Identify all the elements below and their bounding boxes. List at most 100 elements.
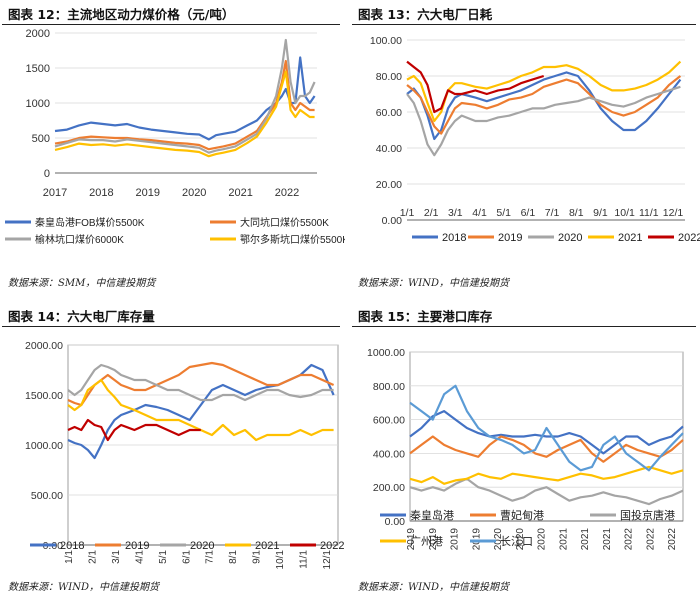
legend-label: 大同坑口煤价5500K: [240, 216, 329, 229]
legend-label: 广州港: [410, 535, 443, 548]
source-note: 数据来源：WIND，中信建投期货: [358, 582, 509, 593]
series-line: [54, 70, 315, 158]
series-line: [406, 60, 682, 123]
title-divider: [352, 326, 696, 327]
y-tick-label: 200.00: [373, 482, 405, 494]
y-tick-label: 1500.00: [25, 390, 63, 402]
y-tick-label: 0.00: [382, 215, 403, 227]
y-tick-label: 600.00: [373, 415, 405, 427]
x-tick-label: 9/1: [593, 207, 608, 219]
chart-title: 图表 12：主流地区动力煤价格（元/吨）: [8, 7, 235, 22]
x-tick-label: 2020: [182, 187, 206, 199]
x-tick-label: 2/1: [87, 550, 98, 564]
legend-label: 秦皇岛港: [410, 508, 454, 522]
x-tick-label: 2021: [228, 187, 252, 199]
series-line: [406, 85, 681, 157]
x-tick-label: 4/1: [472, 207, 487, 219]
legend-label: 鄂尔多斯坑口煤价5500K: [240, 233, 345, 246]
x-tick-label: 2021: [580, 528, 591, 551]
x-tick-label: 8/1: [228, 550, 239, 564]
chart-svg: 0.00 200.00 400.00 600.00 800.00 1000.00 2019 2…: [367, 347, 684, 551]
x-tick-label: 2022: [645, 528, 656, 551]
x-tick-label: 2021: [558, 528, 569, 551]
chart-panel-15: 图表 15：主要港口库存 0.00 200.00 400.00 600.00 800.0…: [350, 302, 700, 602]
chart-title: 图表 13：六大电厂日耗: [358, 7, 493, 22]
legend-label: 2019: [498, 232, 522, 244]
legend-label: 2018: [442, 232, 466, 244]
series-line: [409, 465, 684, 485]
x-tick-label: 2020: [537, 528, 548, 551]
series-line: [54, 38, 316, 154]
x-tick-label: 1/1: [400, 207, 415, 219]
x-tick-label: 1/1: [64, 550, 75, 564]
x-tick-label: 2017: [43, 187, 67, 199]
y-tick-label: 2000: [26, 28, 50, 40]
x-tick-label: 11/1: [639, 207, 659, 219]
x-tick-label: 3/1: [111, 550, 122, 564]
series-line: [406, 60, 545, 114]
x-tick-label: 6/1: [521, 207, 536, 219]
x-tick-label: 8/1: [569, 207, 584, 219]
source-note: 数据来源：SMM，中信建投期货: [8, 278, 156, 289]
legend-label: 2022: [320, 540, 344, 552]
x-tick-label: 2/1: [424, 207, 439, 219]
series-line: [54, 59, 315, 151]
series-line: [409, 477, 684, 506]
x-tick-label: 2019: [450, 528, 461, 551]
x-tick-label: 2020: [515, 528, 526, 551]
chart-svg: 0.00 20.00 40.00 60.00 80.00 100.00 1/1 2/1 3/1 4…: [370, 35, 700, 244]
x-tick-label: 10/1: [614, 207, 635, 219]
title-divider: [2, 326, 340, 327]
legend-label: 曹妃甸港: [500, 508, 544, 522]
y-tick-label: 0.00: [385, 516, 406, 528]
x-tick-label: 2019: [136, 187, 160, 199]
y-tick-label: 400.00: [373, 448, 405, 460]
legend-label: 长江口: [500, 535, 533, 548]
x-tick-label: 2022: [667, 528, 678, 551]
legend-label: 2018: [60, 540, 84, 552]
legend-label: 2021: [618, 232, 642, 244]
x-tick-label: 5/1: [158, 550, 169, 564]
series-line: [67, 363, 334, 402]
x-tick-label: 7/1: [545, 207, 560, 219]
y-tick-label: 500.00: [31, 490, 63, 502]
series-line: [67, 418, 201, 442]
x-tick-label: 2019: [406, 528, 417, 551]
x-tick-label: 12/1: [663, 207, 684, 219]
chart-title: 图表 14：六大电厂库存量: [8, 309, 155, 324]
chart-title: 图表 15：主要港口库存: [358, 309, 493, 324]
y-tick-label: 1000: [26, 98, 50, 110]
series-line: [409, 410, 684, 455]
source-note: 数据来源：WIND，中信建投期货: [8, 582, 159, 593]
series-line: [409, 435, 684, 463]
series-line: [406, 71, 682, 141]
source-note: 数据来源：WIND，中信建投期货: [358, 278, 509, 289]
y-tick-label: 2000.00: [25, 340, 63, 352]
x-tick-label: 11/1: [299, 550, 310, 569]
x-tick-label: 2021: [602, 528, 613, 551]
legend-label: 2022: [678, 232, 700, 244]
y-tick-label: 20.00: [376, 179, 402, 191]
x-tick-label: 2019: [428, 528, 439, 551]
y-tick-label: 1500: [26, 63, 50, 75]
x-tick-label: 2022: [275, 187, 299, 199]
chart-svg: 0.00500.001000.001500.002000.001/12/13/1…: [25, 340, 344, 570]
y-tick-label: 60.00: [376, 107, 402, 119]
title-divider: [2, 24, 340, 25]
legend-label: 榆林坑口煤价6000K: [35, 233, 124, 246]
legend-label: 2020: [190, 540, 214, 552]
x-tick-label: 9/1: [252, 550, 263, 564]
series-line: [67, 361, 335, 407]
chart-panel-12: 图表 12：主流地区动力煤价格（元/吨） 0 500 1000 1500 2000 201…: [0, 0, 345, 300]
x-tick-label: 2019: [471, 528, 482, 551]
series-line: [409, 384, 684, 472]
x-tick-label: 2018: [89, 187, 113, 199]
x-tick-label: 2020: [493, 528, 504, 551]
x-tick-label: 10/1: [275, 550, 286, 570]
title-divider: [352, 24, 696, 25]
legend-label: 2020: [558, 232, 582, 244]
x-tick-label: 5/1: [496, 207, 511, 219]
y-tick-label: 1000.00: [367, 347, 405, 359]
x-tick-label: 12/1: [322, 550, 333, 570]
series-line: [67, 378, 334, 442]
